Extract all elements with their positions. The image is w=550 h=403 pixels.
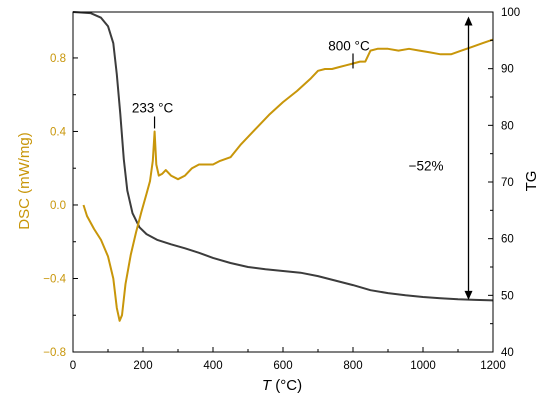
right-tick-label: 50 (501, 290, 514, 302)
step-label: 800 °C (328, 38, 370, 53)
right-axis-title: TG (523, 171, 540, 192)
annotations: 233 °C 800 °C −52% (132, 16, 473, 300)
tg-series (72, 11, 494, 302)
right-tick-label: 90 (501, 64, 514, 76)
left-tick-label: −0.4 (43, 273, 66, 285)
right-tick-label: 80 (501, 120, 514, 132)
x-tick-label: 600 (273, 360, 292, 372)
mass-loss-arrow-head-bottom (464, 290, 473, 300)
left-tick-label: 0.0 (50, 200, 66, 212)
x-axis-ticks: 0 200 400 600 800 1000 1200 (70, 347, 506, 372)
left-tick-label: 0.8 (50, 53, 66, 65)
left-axis-title: DSC (mW/mg) (16, 132, 33, 230)
right-tick-label: 70 (501, 177, 514, 189)
right-tick-label: 40 (501, 347, 514, 359)
dsc-series (82, 38, 494, 322)
tg-line (72, 11, 494, 302)
left-tick-label: −0.8 (43, 347, 66, 359)
right-tick-label: 100 (501, 7, 520, 19)
peak-label: 233 °C (132, 100, 174, 115)
x-tick-label: 200 (133, 360, 152, 372)
x-axis-title-unit: (°C) (271, 377, 302, 394)
left-tick-label: 0.4 (50, 126, 67, 138)
x-tick-label: 400 (203, 360, 222, 372)
mass-loss-label: −52% (409, 159, 444, 174)
x-axis-title: T (°C) (262, 377, 302, 394)
right-axis-ticks: 40 50 60 70 80 90 100 (488, 7, 520, 359)
x-tick-label: 800 (343, 360, 362, 372)
left-axis-ticks: −0.8 −0.4 0.0 0.4 0.8 (43, 53, 78, 359)
x-tick-label: 1000 (410, 360, 436, 372)
x-tick-label: 1200 (480, 360, 506, 372)
x-tick-label: 0 (70, 360, 76, 372)
mass-loss-arrow-head-top (464, 16, 473, 26)
plot-frame (72, 11, 494, 353)
dsc-line (82, 38, 494, 322)
plot-border (72, 11, 494, 353)
x-axis-title-symbol: T (262, 377, 273, 394)
right-tick-label: 60 (501, 234, 514, 246)
